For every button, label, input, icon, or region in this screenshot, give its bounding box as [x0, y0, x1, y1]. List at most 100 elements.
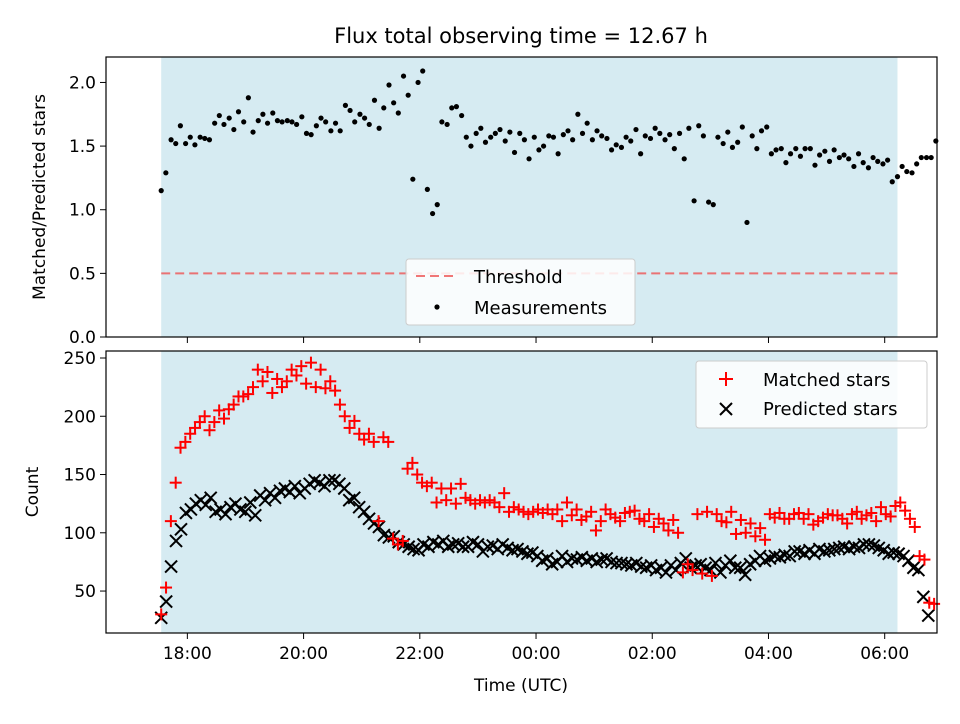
matched-star-point [411, 468, 424, 481]
predicted-star-point [911, 563, 926, 577]
matched-star-point [266, 386, 279, 399]
predicted-star-point [288, 479, 302, 493]
measurement-point [904, 168, 910, 175]
matched-star-point [338, 410, 351, 423]
top-y-tick-label: 1.5 [69, 137, 96, 157]
matched-star-point [865, 506, 878, 519]
predicted-star-point [347, 491, 361, 505]
matched-star-point [169, 476, 182, 489]
measurement-point [531, 134, 537, 140]
measurement-points [158, 68, 939, 226]
matched-star-point [614, 515, 627, 528]
matched-star-point [382, 435, 395, 448]
measurement-point [817, 152, 823, 158]
matched-star-point [676, 566, 689, 579]
matched-star-point [585, 505, 598, 518]
matched-star-point [372, 515, 385, 528]
matched-star-point [329, 384, 342, 397]
top-legend: Threshold Measurements [405, 258, 636, 326]
measurement-point [492, 130, 498, 136]
measurement-point [294, 121, 300, 128]
matched-star-point [319, 382, 332, 395]
top-x-ticks [186, 337, 886, 343]
predicted-star-point [322, 473, 337, 488]
measurement-point [875, 158, 881, 164]
measurement-point [749, 133, 755, 139]
matched-star-point [701, 505, 714, 518]
measurement-point [575, 111, 581, 117]
predicted-star-point [481, 540, 495, 554]
measurement-point [885, 157, 891, 163]
measurement-point [540, 143, 547, 149]
measurement-point [235, 109, 242, 115]
matched-star-point [246, 381, 259, 394]
legend-measurement-label: Measurements [474, 298, 607, 319]
chart-title: Flux total observing time = 12.67 h [334, 24, 708, 48]
matched-star-point [705, 569, 718, 582]
legend-threshold-label: Threshold [473, 267, 563, 288]
bottom-y-tick-label: 50 [74, 582, 96, 602]
matched-star-point [870, 515, 883, 528]
measurement-point [216, 112, 222, 119]
predicted-star-point [446, 537, 460, 552]
matched-star-point [730, 527, 743, 540]
measurement-point [502, 138, 508, 144]
measurement-point [444, 121, 450, 128]
measurement-point [933, 138, 939, 144]
measurement-point [511, 149, 518, 156]
predicted-points [154, 473, 935, 625]
measurement-point [482, 139, 489, 145]
bottom-plot-frame [105, 350, 938, 634]
measurement-point [918, 154, 924, 161]
predicted-star-point [787, 544, 802, 559]
bottom-legend: Matched stars Predicted stars [695, 360, 928, 429]
predicted-star-point [258, 493, 272, 507]
measurement-point [405, 92, 411, 98]
predicted-star-point [159, 594, 173, 609]
measurement-point [744, 219, 750, 226]
measurement-point [517, 130, 523, 136]
matched-star-point [759, 533, 772, 546]
measurement-point [676, 130, 683, 136]
matched-star-point [667, 513, 680, 526]
measurement-point [497, 126, 503, 133]
matched-star-point [261, 365, 274, 378]
predicted-star-point [862, 537, 876, 552]
matched-star-point [556, 515, 569, 528]
matched-points [155, 356, 941, 621]
predicted-star-point [669, 563, 683, 577]
top-y-tick-label: 0.0 [69, 328, 96, 348]
top-y-axis-label: Matched/Predicted stars [30, 94, 50, 300]
measurement-point [550, 134, 557, 140]
predicted-star-point [886, 545, 901, 560]
predicted-star-point [169, 534, 183, 548]
predicted-star-point [723, 554, 738, 568]
matched-star-point [657, 517, 670, 530]
predicted-star-point [738, 568, 752, 582]
matched-star-point [430, 496, 443, 509]
matched-star-point [802, 508, 815, 521]
matched-star-point [227, 398, 240, 411]
measurement-point [158, 188, 164, 194]
measurement-point [700, 133, 706, 139]
matched-star-point [290, 369, 303, 382]
measurement-point [797, 153, 804, 159]
top-legend-box [405, 258, 636, 326]
measurement-point [202, 135, 208, 142]
bottom-x-axis-label: Time (UTC) [473, 676, 568, 696]
measurement-point [521, 137, 528, 143]
measurement-point [880, 161, 886, 167]
top-y-tick-label: 2.0 [69, 73, 96, 93]
predicted-star-point [921, 608, 935, 623]
measurement-point [361, 115, 368, 121]
measurement-point [526, 156, 532, 162]
measurement-point [168, 137, 174, 143]
measurement-point [187, 134, 193, 140]
measurement-point [274, 118, 281, 124]
measurement-point [652, 125, 658, 131]
measurement-point [696, 123, 702, 129]
matched-star-point [208, 416, 221, 429]
matched-star-point [662, 524, 675, 537]
predicted-star-point [520, 547, 535, 561]
measurement-point [758, 128, 765, 134]
